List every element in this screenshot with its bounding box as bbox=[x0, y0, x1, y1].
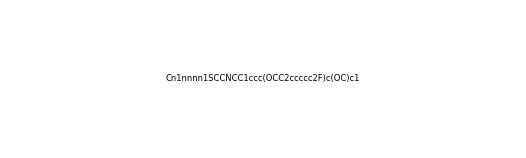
Text: Cn1nnnn1SCCNCC1ccc(OCC2ccccc2F)c(OC)c1: Cn1nnnn1SCCNCC1ccc(OCC2ccccc2F)c(OC)c1 bbox=[166, 75, 360, 83]
